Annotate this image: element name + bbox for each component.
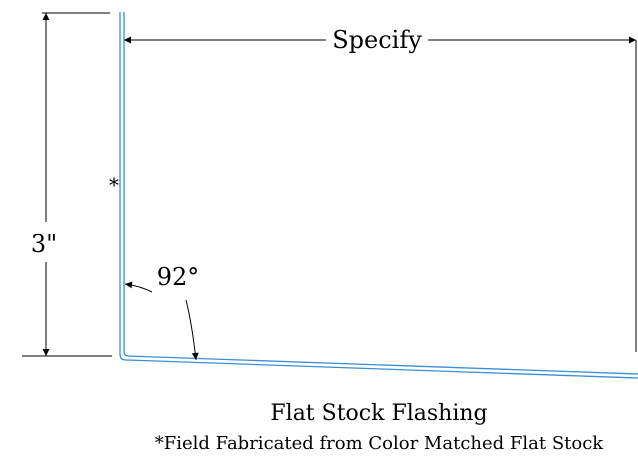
caption-note: *Field Fabricated from Color Matched Fla…	[155, 433, 605, 454]
flashing-outer-edge	[119, 12, 638, 379]
angle-leader-left	[124, 281, 153, 293]
angle-label: 92°	[157, 263, 200, 291]
angle-leader-right	[185, 299, 199, 361]
flashing-profile	[119, 12, 638, 379]
caption-title: Flat Stock Flashing	[270, 401, 487, 426]
height-dimension-label: 3"	[31, 230, 57, 258]
width-dimension-label: Specify	[332, 26, 422, 54]
flashing-inner-edge	[123, 12, 638, 375]
field-fabricated-marker: *	[109, 173, 119, 197]
